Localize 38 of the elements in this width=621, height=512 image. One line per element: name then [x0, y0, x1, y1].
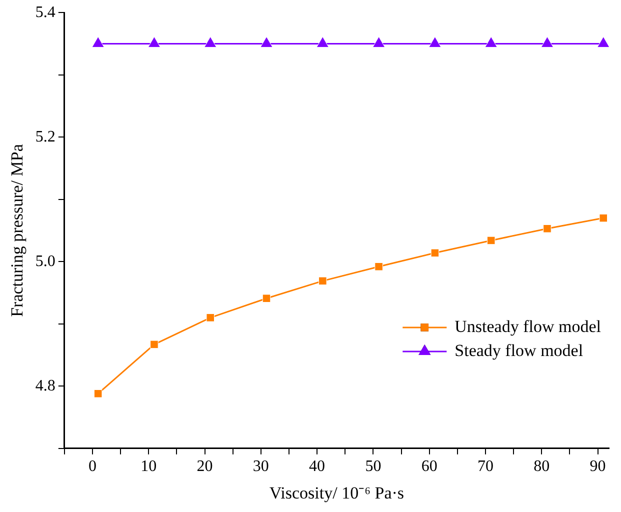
- x-axis-title: Viscosity/ 10⁻⁶ Pa·s: [269, 483, 404, 502]
- x-tick-label: 80: [534, 458, 550, 476]
- point: [484, 36, 498, 48]
- x-tick-label: 60: [421, 458, 438, 476]
- point: [92, 36, 104, 48]
- point: [260, 36, 273, 48]
- point: [374, 262, 383, 271]
- legend-label: Unsteady flow model: [454, 316, 602, 336]
- point: [597, 36, 609, 48]
- point: [428, 36, 442, 48]
- x-tick-label: 20: [196, 458, 213, 476]
- x-tick-label: 30: [252, 458, 269, 476]
- point: [150, 340, 158, 349]
- y-tick-label: 5.2: [35, 128, 56, 146]
- legend-label: Steady flow model: [454, 340, 584, 360]
- point: [599, 214, 608, 222]
- point: [316, 36, 329, 48]
- point: [94, 389, 102, 398]
- x-tick-label: 0: [88, 458, 96, 476]
- point: [206, 314, 215, 322]
- x-tick-label: 10: [140, 458, 157, 476]
- x-tick-label: 90: [590, 458, 606, 476]
- y-axis-title: Fracturing pressure/ MPa: [8, 144, 27, 317]
- y-tick-label: 5.4: [35, 4, 56, 21]
- y-tick-label: 4.8: [35, 377, 56, 394]
- x-tick-label: 50: [365, 458, 382, 476]
- point: [430, 248, 440, 258]
- x-tick-label: 40: [309, 458, 326, 476]
- x-tick-label: 70: [477, 458, 494, 476]
- y-tick-label: 5.0: [35, 252, 56, 270]
- point: [540, 36, 554, 48]
- point: [262, 294, 271, 302]
- point: [318, 276, 327, 286]
- point: [204, 36, 217, 48]
- point: [372, 36, 386, 48]
- point: [148, 36, 161, 48]
- point: [543, 224, 552, 233]
- point: [486, 236, 496, 245]
